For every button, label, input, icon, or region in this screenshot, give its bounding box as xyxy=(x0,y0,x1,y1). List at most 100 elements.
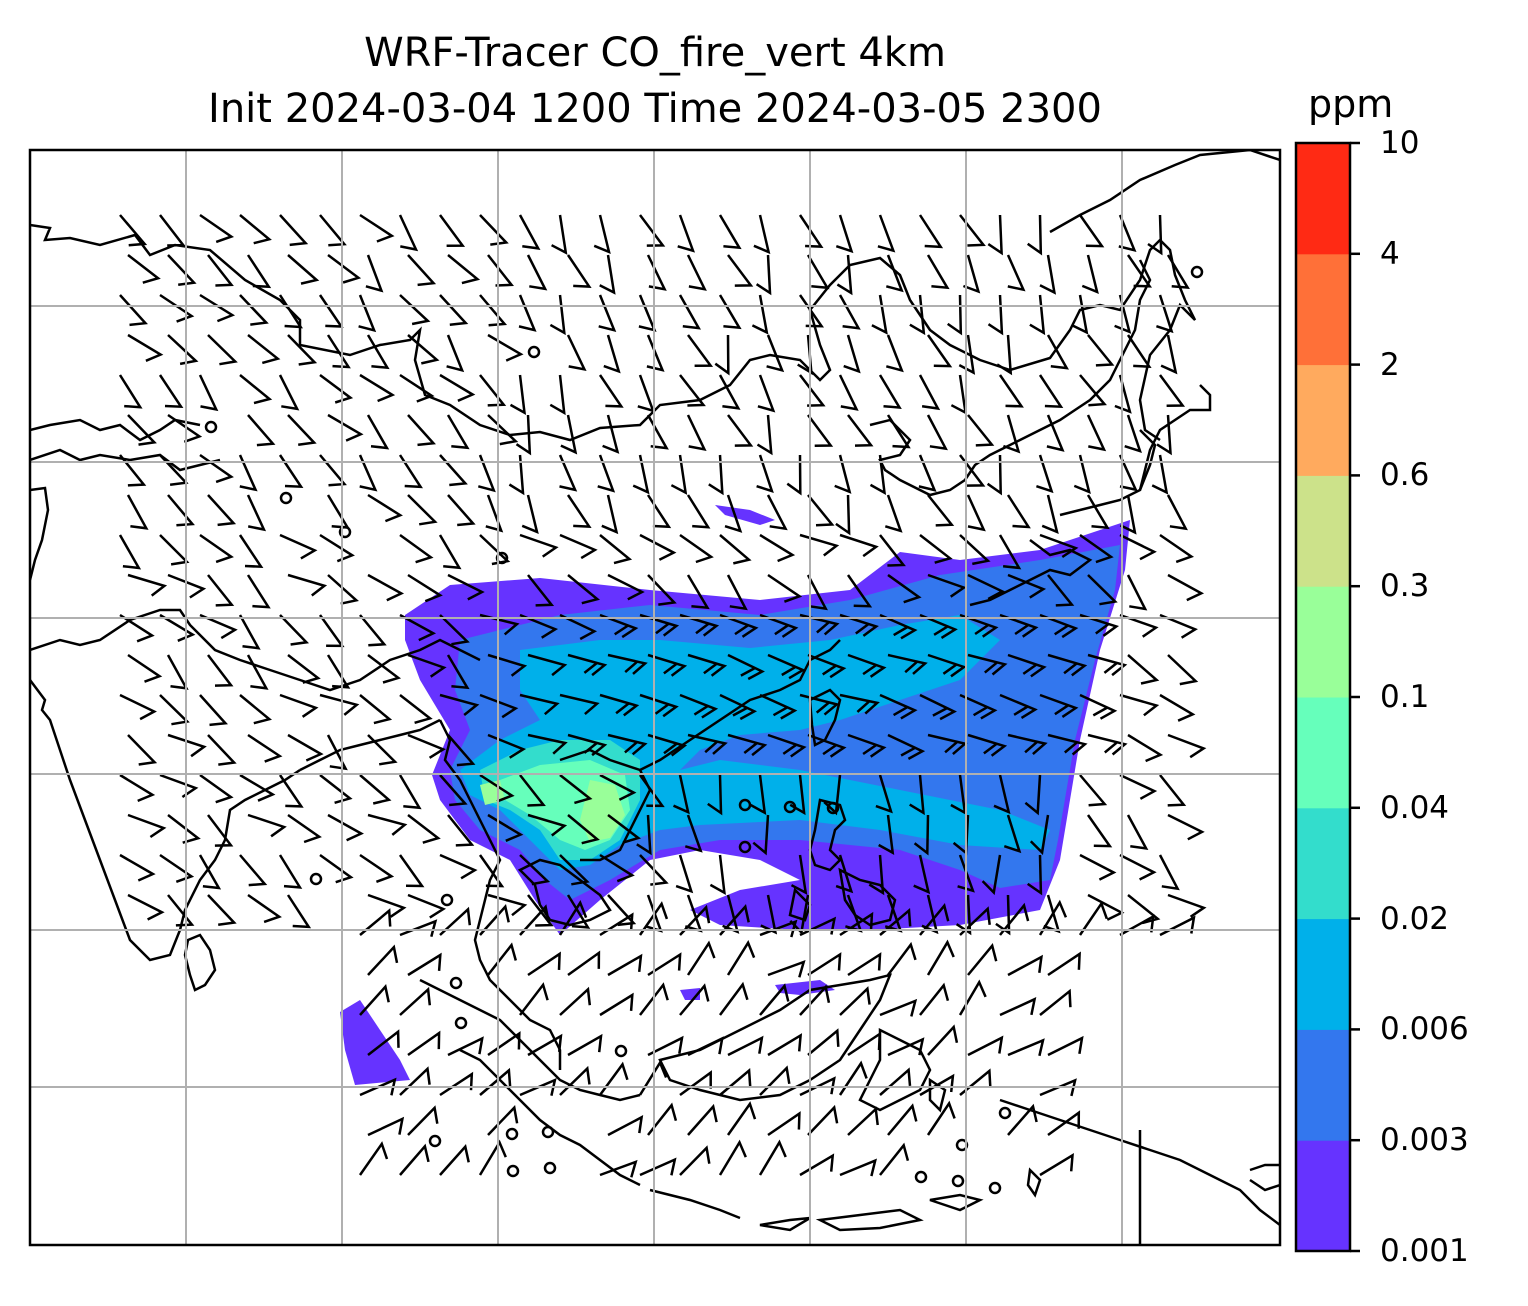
wind-barb xyxy=(1079,774,1108,807)
wind-barb xyxy=(359,373,396,403)
wind-barb xyxy=(879,907,912,936)
wind-barb xyxy=(959,693,998,720)
wind-barb xyxy=(757,374,776,413)
wind-barb xyxy=(887,1103,918,1136)
wind-barb xyxy=(199,773,234,804)
wind-barb xyxy=(1119,914,1155,937)
wind-barb xyxy=(1006,254,1026,292)
wind-barb xyxy=(686,414,707,451)
wind-barb xyxy=(687,733,728,755)
wind-barb xyxy=(599,693,640,717)
wind-barb xyxy=(1029,294,1046,336)
wind-barb xyxy=(527,951,561,977)
wind-barb xyxy=(318,294,344,328)
wind-barb xyxy=(999,693,1038,719)
wind-barb xyxy=(639,854,669,886)
wind-barb xyxy=(756,414,773,456)
wind-barb xyxy=(603,334,621,374)
wind-barb xyxy=(885,334,904,373)
wind-barb xyxy=(759,983,790,1016)
wind-barb xyxy=(958,979,987,1016)
wind-barb xyxy=(567,1033,603,1057)
wind-barb xyxy=(679,1145,711,1176)
wind-barb xyxy=(207,574,235,607)
wind-barb xyxy=(439,774,468,807)
wind-barb xyxy=(726,1101,757,1136)
calm-wind-circle xyxy=(914,1170,928,1184)
wind-barb xyxy=(319,693,360,716)
wind-barb xyxy=(407,494,438,526)
wind-barb xyxy=(485,494,504,533)
wind-barb xyxy=(126,494,149,530)
plume-level-6 xyxy=(580,780,625,842)
wind-barb xyxy=(879,1067,912,1096)
wind-barb xyxy=(359,774,392,805)
wind-barb xyxy=(885,254,904,293)
map-title: WRF-Tracer CO_fire_vert 4km xyxy=(364,30,946,76)
wind-barb xyxy=(518,214,541,250)
wind-barb xyxy=(287,414,317,446)
wind-barb xyxy=(599,912,634,937)
wind-barb xyxy=(599,853,635,883)
wind-barb xyxy=(407,414,436,447)
wind-barb xyxy=(632,454,650,495)
wind-barb xyxy=(1086,494,1110,530)
wind-barb xyxy=(127,813,167,839)
wind-barb xyxy=(439,1144,470,1176)
wind-barb xyxy=(760,894,778,935)
wind-barb xyxy=(479,214,509,246)
calm-wind-circle xyxy=(440,893,454,907)
wind-barb xyxy=(1039,693,1079,718)
wind-barb xyxy=(727,1035,764,1057)
wind-barb xyxy=(487,1104,519,1136)
wind-barb xyxy=(767,1033,803,1057)
wind-barb xyxy=(167,894,195,927)
wind-barb xyxy=(527,653,568,677)
wind-barb xyxy=(638,294,657,332)
wind-barb xyxy=(847,1106,879,1136)
wind-barb xyxy=(487,1031,521,1057)
wind-barb xyxy=(439,294,469,327)
colorbar-tick-label: 0.02 xyxy=(1380,900,1450,937)
wind-barb xyxy=(1167,654,1199,686)
wind-barb xyxy=(799,533,840,557)
wind-barb xyxy=(759,1065,791,1096)
gridlines xyxy=(30,150,1280,1245)
wind-barb xyxy=(1119,693,1160,717)
wind-barb xyxy=(967,414,995,447)
wind-barb xyxy=(439,1071,474,1097)
wind-barb xyxy=(278,294,303,329)
wind-barb xyxy=(959,454,986,487)
wind-barb xyxy=(167,494,195,527)
wind-barb xyxy=(278,774,304,808)
wind-barb xyxy=(1126,814,1149,850)
wind-barb xyxy=(835,494,851,536)
wind-barb xyxy=(726,574,748,611)
wind-barb xyxy=(247,334,281,365)
wind-barb xyxy=(878,814,895,855)
wind-barb xyxy=(1118,454,1138,492)
wind-barb xyxy=(799,374,826,407)
wind-barb xyxy=(879,998,918,1017)
wind-barb xyxy=(1119,494,1137,535)
wind-barb xyxy=(127,573,168,597)
wind-barb xyxy=(843,334,861,374)
wind-barb xyxy=(958,334,976,375)
wind-barb xyxy=(246,654,269,690)
wind-barb xyxy=(847,414,874,447)
wind-barb xyxy=(239,773,276,802)
wind-barb xyxy=(807,494,835,527)
wind-barb xyxy=(981,854,1002,896)
wind-barb xyxy=(879,534,906,567)
wind-barb xyxy=(786,454,802,496)
wind-barb xyxy=(559,774,593,805)
colorbar-segment xyxy=(1296,586,1350,698)
wind-barb xyxy=(238,454,258,492)
wind-barb xyxy=(636,814,652,856)
wind-barb xyxy=(766,334,785,373)
wind-barb xyxy=(1114,374,1132,414)
wind-barb xyxy=(398,774,422,810)
wind-barb xyxy=(319,774,353,805)
calm-wind-circle xyxy=(1190,265,1204,279)
wind-barb xyxy=(1038,899,1068,936)
